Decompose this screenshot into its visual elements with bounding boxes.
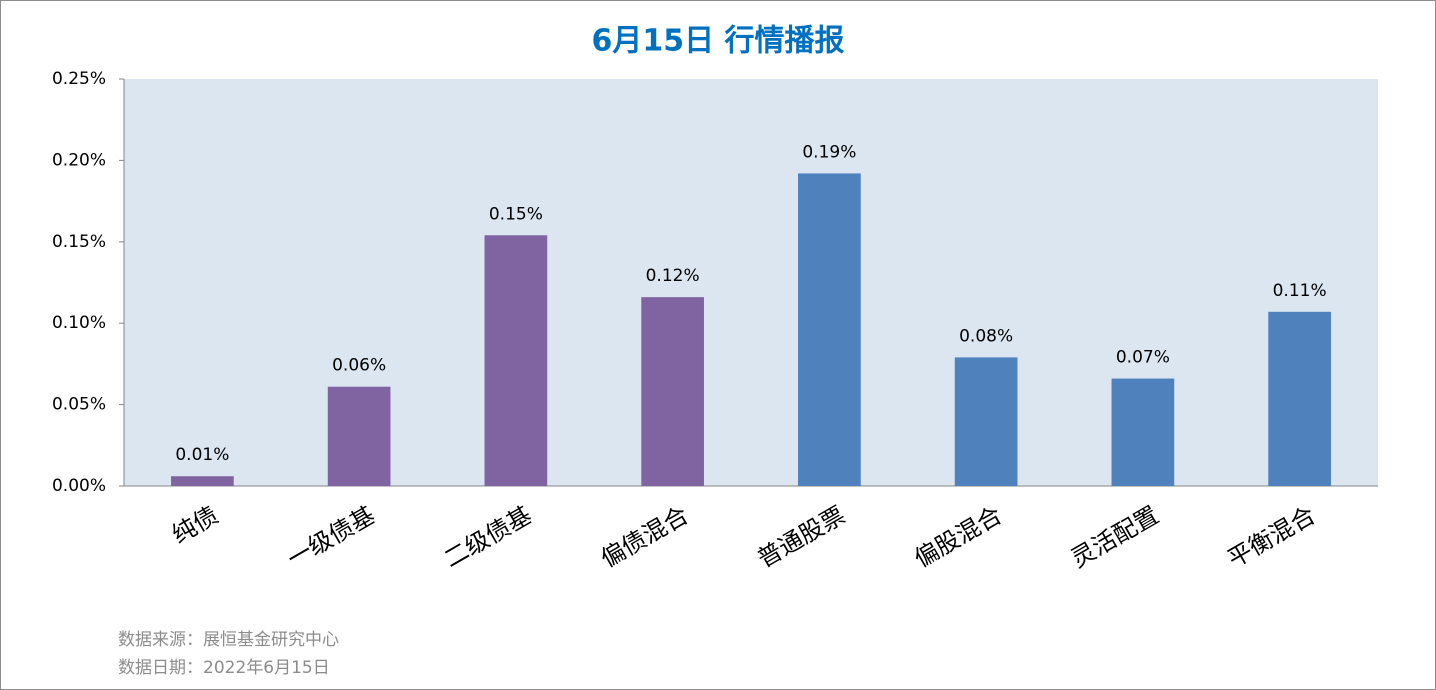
chart-title: 6月15日 行情播报 (591, 24, 844, 59)
data-label: 0.01% (175, 445, 229, 465)
data-label: 0.19% (802, 142, 856, 162)
data-label: 0.11% (1273, 281, 1327, 301)
bar (484, 235, 548, 486)
source-note: 数据来源：展恒基金研究中心 (118, 630, 339, 650)
bar (327, 386, 391, 486)
bar (1268, 311, 1331, 486)
data-label: 0.07% (1116, 348, 1170, 368)
bar (1111, 378, 1175, 486)
y-tick-label: 0.25% (52, 69, 106, 89)
data-label: 0.12% (646, 266, 700, 286)
y-tick-label: 0.05% (52, 395, 106, 415)
data-label: 0.08% (959, 326, 1013, 346)
date-note: 数据日期：2022年6月15日 (118, 658, 330, 678)
bar (171, 476, 234, 486)
bar (798, 173, 861, 486)
data-label: 0.15% (489, 204, 543, 224)
plot-area (124, 79, 1378, 486)
bar (954, 357, 1018, 486)
bar (641, 297, 704, 486)
y-tick-label: 0.10% (52, 313, 106, 333)
y-tick-label: 0.15% (52, 232, 106, 252)
y-tick-label: 0.00% (52, 476, 106, 496)
data-label: 0.06% (332, 356, 386, 376)
y-tick-label: 0.20% (52, 150, 106, 170)
